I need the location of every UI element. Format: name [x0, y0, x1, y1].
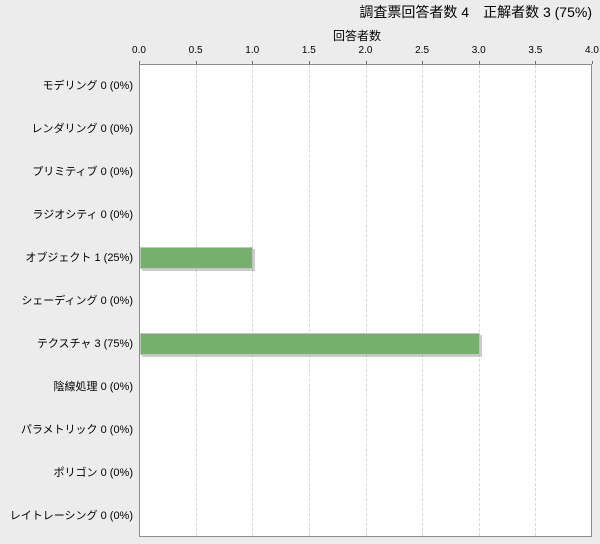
x-tick-mark-8 — [592, 61, 593, 64]
category-label-3: ラジオシティ 0 (0%) — [32, 208, 133, 221]
gridline-2 — [252, 65, 254, 536]
bar-6 — [140, 332, 480, 355]
category-label-4: オブジェクト 1 (25%) — [25, 251, 133, 264]
x-tick-label-6: 3.0 — [471, 45, 486, 56]
category-label-9: ポリゴン 0 (0%) — [53, 466, 133, 479]
x-tick-mark-4 — [365, 61, 367, 64]
x-tick-mark-5 — [422, 61, 424, 64]
x-tick-mark-0 — [139, 61, 140, 64]
gridline-6 — [478, 65, 480, 536]
category-label-6: テクスチャ 3 (75%) — [36, 337, 133, 350]
category-label-2: プリミティブ 0 (0%) — [32, 165, 133, 178]
x-tick-label-1: 0.5 — [188, 45, 203, 56]
x-tick-label-5: 2.5 — [415, 45, 430, 56]
x-tick-mark-1 — [195, 61, 197, 64]
bar-4 — [140, 246, 254, 269]
category-label-1: レンダリング 0 (0%) — [31, 122, 133, 135]
chart-title: 調査票回答者数 4 正解者数 3 (75%) — [359, 4, 592, 20]
gridline-7 — [535, 65, 537, 536]
x-tick-mark-6 — [478, 61, 480, 64]
x-axis-title: 回答者数 — [333, 29, 382, 43]
x-tick-label-0: 0.0 — [132, 45, 146, 56]
gridline-5 — [422, 65, 424, 536]
x-tick-mark-3 — [308, 61, 310, 64]
x-tick-label-2: 1.0 — [245, 45, 260, 56]
gridline-1 — [195, 65, 197, 536]
category-label-7: 陰線処理 0 (0%) — [53, 380, 133, 393]
x-tick-label-8: 4.0 — [585, 45, 599, 56]
x-tick-label-3: 1.5 — [301, 45, 316, 56]
category-label-5: シェーディング 0 (0%) — [21, 294, 133, 307]
x-tick-label-4: 2.0 — [358, 45, 373, 56]
category-label-0: モデリング 0 (0%) — [42, 79, 133, 92]
category-label-8: パラメトリック 0 (0%) — [20, 423, 133, 436]
category-label-10: レイトレーシング 0 (0%) — [9, 509, 133, 522]
x-tick-label-7: 3.5 — [528, 45, 543, 56]
gridline-3 — [308, 65, 310, 536]
x-tick-mark-7 — [535, 61, 537, 64]
x-tick-mark-2 — [252, 61, 254, 64]
gridline-4 — [365, 65, 367, 536]
